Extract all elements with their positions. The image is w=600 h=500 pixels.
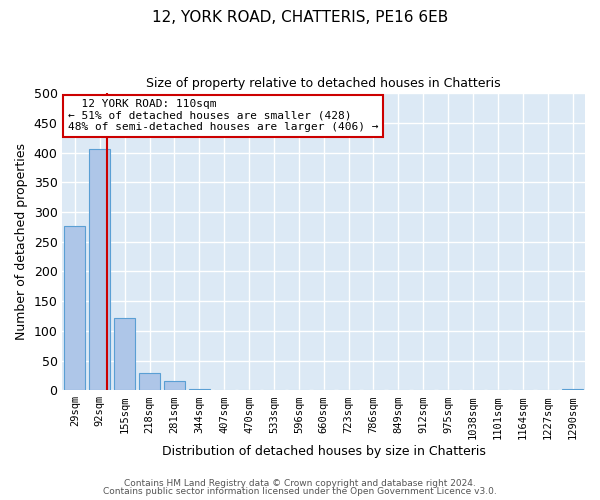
- Text: Contains public sector information licensed under the Open Government Licence v3: Contains public sector information licen…: [103, 487, 497, 496]
- Bar: [64, 226, 85, 390]
- Bar: [139, 373, 160, 390]
- Bar: [164, 382, 185, 390]
- Title: Size of property relative to detached houses in Chatteris: Size of property relative to detached ho…: [146, 78, 501, 90]
- Text: 12 YORK ROAD: 110sqm
← 51% of detached houses are smaller (428)
48% of semi-deta: 12 YORK ROAD: 110sqm ← 51% of detached h…: [68, 99, 378, 132]
- Text: Contains HM Land Registry data © Crown copyright and database right 2024.: Contains HM Land Registry data © Crown c…: [124, 478, 476, 488]
- Y-axis label: Number of detached properties: Number of detached properties: [15, 143, 28, 340]
- Bar: [189, 388, 210, 390]
- Bar: [562, 389, 583, 390]
- Bar: [89, 149, 110, 390]
- Bar: [114, 318, 135, 390]
- Text: 12, YORK ROAD, CHATTERIS, PE16 6EB: 12, YORK ROAD, CHATTERIS, PE16 6EB: [152, 10, 448, 25]
- X-axis label: Distribution of detached houses by size in Chatteris: Distribution of detached houses by size …: [162, 444, 485, 458]
